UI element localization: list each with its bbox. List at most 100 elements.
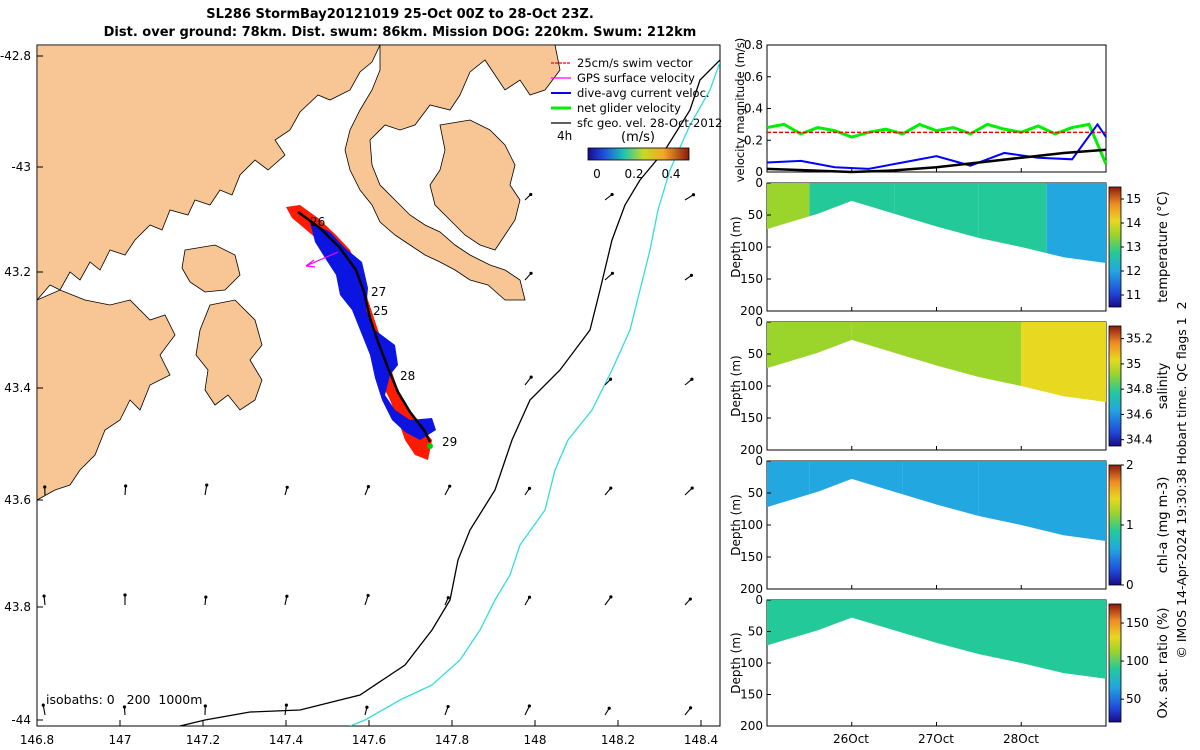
colorbar-temperature	[1108, 186, 1122, 308]
time-label-28oct: 28Oct	[1003, 732, 1039, 746]
velocity-y-axis: 0 0.2 0.4 0.6 0.8	[744, 38, 771, 179]
geo-velocity-arrowhead	[607, 706, 611, 710]
geo-velocity-arrow	[284, 705, 287, 716]
section-cell	[767, 183, 810, 230]
geo-velocity-arrowhead	[529, 375, 533, 379]
depth-tick-label: 100	[740, 379, 763, 393]
depth-axis-label: Depth (m)	[729, 632, 743, 693]
geo-velocity-arrowhead	[122, 705, 127, 709]
land-east-peninsula	[344, 45, 561, 301]
velocity-panel: 0 0.2 0.4 0.6 0.8 velocity magnitude (m/s)	[733, 38, 1108, 182]
geo-velocity-arrow	[604, 272, 613, 281]
geo-velocity-arrowhead	[285, 594, 289, 598]
depth-tick-label: 0	[755, 315, 763, 329]
geo-velocity-arrowhead	[285, 485, 289, 489]
map-x-tick-label: 148	[524, 733, 547, 747]
day-label-29: 29	[442, 435, 457, 449]
geo-velocity-arrowhead	[365, 705, 369, 709]
scale-label-4h: 4h	[557, 129, 572, 143]
geo-velocity-arrowhead	[610, 271, 615, 275]
depth-tick-label: 0	[755, 454, 763, 468]
depth-axis-label: Depth (m)	[729, 216, 743, 277]
depth-tick-label: 100	[740, 656, 763, 670]
velocity-series-dive-avg-current-veloc-	[766, 122, 1107, 170]
day-label-26: 26	[310, 215, 325, 229]
speed-colorbar	[587, 147, 690, 161]
map-x-tick-label: 146.8	[20, 733, 54, 747]
isobaths-label: isobaths: 0 200 1000m	[46, 692, 202, 707]
section-panel-temperature: 0 50 100 150 200 Depth (m) 11 12 13 14 15 temperatu…	[729, 176, 1171, 318]
map-x-tick-label: 147	[109, 733, 132, 747]
depth-tick-label: 200	[740, 719, 763, 733]
geo-velocity-arrowhead	[608, 377, 613, 381]
geo-velocity-arrow	[524, 705, 530, 716]
geo-velocity-arrowhead	[366, 593, 370, 598]
geo-velocity-arrowhead	[610, 192, 614, 197]
legend-item-dive-avg-current: dive-avg current veloc.	[551, 86, 710, 100]
glider-track	[286, 205, 436, 460]
depth-tick-label: 50	[748, 486, 763, 500]
svg-text:GPS surface velocity: GPS surface velocity	[577, 71, 695, 85]
depth-tick-label: 0	[755, 593, 763, 607]
depth-tick-label: 150	[740, 550, 763, 564]
land-tasman-north	[37, 45, 381, 301]
depth-tick-label: 50	[748, 208, 763, 222]
legend-item-gps-velocity: GPS surface velocity	[551, 71, 695, 85]
depth-tick-label: 150	[740, 272, 763, 286]
colorbar-tick-label: 11	[1126, 288, 1141, 302]
velocity-y-tick-label: 0.4	[744, 102, 763, 116]
colorbar-tick-label: 34.8	[1126, 382, 1153, 396]
colorbar-tick-label: 100	[1126, 654, 1149, 668]
colorbar-label: Ox. sat. ratio (%)	[1156, 608, 1171, 719]
geo-velocity-arrow	[684, 487, 693, 496]
land-tasman-peninsula-west	[37, 289, 176, 501]
colorbar-tick-label: 50	[1126, 692, 1141, 706]
map-y-tick-label: 43.8	[4, 600, 31, 614]
geo-velocity-arrowhead	[42, 594, 46, 598]
day-label-25: 25	[373, 304, 388, 318]
colorbar-chl-a	[1108, 464, 1122, 586]
velocity-y-tick-label: 0	[755, 165, 763, 179]
section-cell	[767, 600, 1106, 679]
section-cell	[809, 183, 895, 217]
speed-colorbar-tick-0.2: 0.2	[624, 167, 643, 181]
section-cell	[978, 183, 1047, 254]
geo-velocity-arrowhead	[446, 704, 450, 709]
speed-colorbar-tick-0: 0	[593, 167, 601, 181]
geo-velocity-arrowhead	[448, 484, 452, 488]
map-x-tick-label: 147.8	[435, 733, 469, 747]
map-y-axis: -42.8 -43 43.2 43.4 43.6 43.8 -44	[0, 49, 43, 727]
section-cell	[902, 461, 979, 517]
geo-velocity-arrowhead	[41, 703, 45, 707]
depth-tick-label: 200	[740, 582, 763, 596]
imos-credit: © IMOS 14-Apr-2024 19:30:38 Hobart time.…	[1174, 301, 1189, 658]
day-label-27: 27	[371, 285, 386, 299]
geo-velocity-arrowhead	[123, 593, 127, 597]
colorbar-tick-label: 14	[1126, 216, 1141, 230]
depth-tick-label: 50	[748, 347, 763, 361]
colorbar-tick-label: 1	[1126, 518, 1134, 532]
colorbar-tick-label: 12	[1126, 264, 1141, 278]
svg-text:25cm/s swim vector: 25cm/s swim vector	[577, 56, 693, 70]
colorbar-salinity	[1108, 325, 1122, 447]
colorbar-tick-label: 35	[1126, 357, 1141, 371]
colorbar-label: chl-a (mg m-3)	[1156, 477, 1171, 574]
map-y-tick-label: 43.2	[4, 265, 31, 279]
section-cell	[936, 322, 1022, 386]
geo-velocity-arrow	[684, 194, 694, 201]
geo-velocity-arrowhead	[43, 485, 47, 489]
geo-velocity-arrow	[444, 485, 451, 496]
track-end-marker	[427, 443, 433, 449]
colorbar-tick-label: 15	[1126, 192, 1141, 206]
time-label-27oct: 27Oct	[918, 732, 954, 746]
depth-tick-label: 150	[740, 688, 763, 702]
geo-velocity-arrowhead	[527, 595, 532, 599]
colorbar-oxygen-saturation	[1108, 603, 1122, 723]
geo-velocity-arrowhead	[527, 486, 532, 490]
geo-velocity-arrowhead	[366, 485, 370, 489]
geo-velocity-arrowhead	[688, 597, 692, 601]
map-x-tick-label: 148.4	[684, 733, 718, 747]
geo-velocity-arrowhead	[527, 704, 531, 708]
